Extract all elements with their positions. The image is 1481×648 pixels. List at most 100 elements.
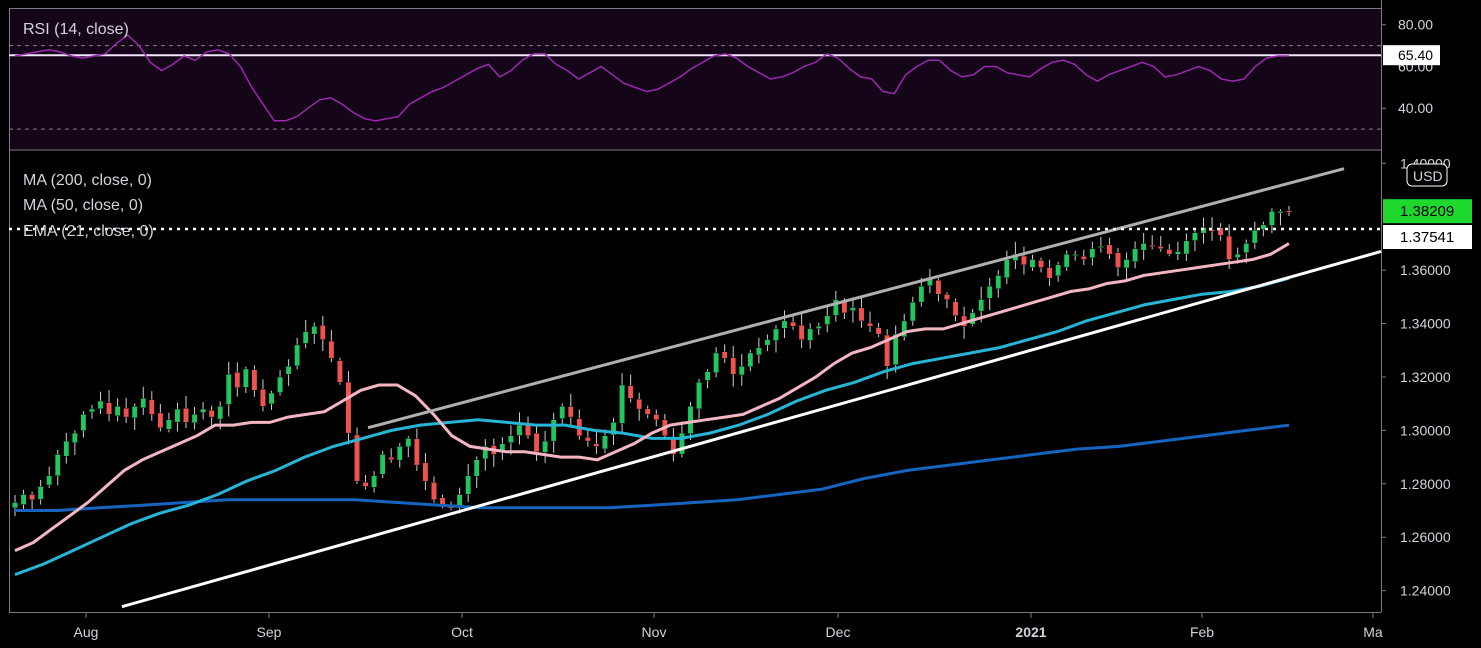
channel-lower-line[interactable] xyxy=(121,250,1382,609)
price-tick-label: 1.24000 xyxy=(1400,583,1451,599)
candle-body xyxy=(46,475,53,486)
candle-body xyxy=(260,389,266,407)
candle-body xyxy=(790,321,796,327)
candle-body xyxy=(841,301,848,314)
candle-body xyxy=(542,440,548,453)
level-price-badge xyxy=(1383,225,1472,250)
candle-body xyxy=(653,414,660,420)
candle-body xyxy=(37,486,44,500)
candle-body xyxy=(1038,260,1044,268)
candle-body xyxy=(1286,210,1292,213)
ema21-line xyxy=(14,242,1290,552)
candle-body xyxy=(1183,240,1190,255)
candle-body xyxy=(277,376,283,393)
candle-body xyxy=(978,299,985,312)
candle-body xyxy=(995,275,1002,289)
candle-body xyxy=(721,351,728,359)
candle-body xyxy=(1106,244,1113,255)
candle-body xyxy=(1217,227,1224,236)
currency-button[interactable] xyxy=(1406,163,1448,187)
candle-body xyxy=(815,326,822,329)
price-axis: 1.400001.360001.340001.320001.300001.280… xyxy=(1381,155,1451,599)
candle-body xyxy=(644,408,651,415)
candle-body xyxy=(935,280,942,295)
candle-body xyxy=(1149,244,1156,247)
rsi-tick-label: 40.00 xyxy=(1398,100,1433,116)
candle-body xyxy=(747,352,754,367)
candle-body xyxy=(1226,235,1232,260)
candle-body xyxy=(781,320,788,329)
candle-body xyxy=(1260,224,1267,230)
candle-body xyxy=(636,398,643,410)
candle-body xyxy=(54,454,61,477)
candle-body xyxy=(918,285,925,303)
candle-body xyxy=(696,382,702,410)
candle-body xyxy=(243,368,249,388)
legend-ema21: EMA (21, close, 0) xyxy=(23,223,154,240)
candle-body xyxy=(1098,245,1104,248)
candle-body xyxy=(200,408,206,413)
candle-body xyxy=(713,352,719,374)
candle-body xyxy=(362,482,369,487)
candle-body xyxy=(858,307,865,322)
price-tick-label: 1.28000 xyxy=(1400,476,1451,492)
candle-body xyxy=(1021,255,1027,266)
candle-body xyxy=(764,339,771,346)
candle-body xyxy=(379,454,386,475)
candle-body xyxy=(148,399,155,415)
time-tick-label: Oct xyxy=(451,624,473,640)
time-tick-label: Nov xyxy=(642,624,667,640)
candle-body xyxy=(1132,248,1138,262)
price-tick-label: 1.32000 xyxy=(1400,369,1451,385)
candle-body xyxy=(268,392,275,405)
candle-body xyxy=(1063,253,1070,268)
time-tick-label: Sep xyxy=(257,624,282,640)
last-price-badge xyxy=(1383,199,1472,224)
candle-body xyxy=(337,360,343,383)
candle-body xyxy=(567,406,574,418)
candle-body xyxy=(832,299,839,316)
candle-body xyxy=(1234,253,1241,258)
candle-body xyxy=(1157,246,1164,250)
candle-body xyxy=(1174,251,1181,255)
price-tick-label: 1.30000 xyxy=(1400,422,1451,438)
candle-body xyxy=(1115,252,1121,268)
candle-body xyxy=(431,482,437,501)
ma200-line xyxy=(15,423,1290,512)
candle-body xyxy=(1277,211,1284,214)
candle-body xyxy=(533,433,540,452)
candle-body xyxy=(516,424,523,436)
candle-body xyxy=(63,440,70,457)
candle-body xyxy=(1003,259,1010,279)
candle-body xyxy=(756,347,762,356)
price-tick-label: 1.34000 xyxy=(1400,316,1451,332)
candle-body xyxy=(1251,229,1258,244)
rsi-value-label: 65.40 xyxy=(1398,47,1433,63)
candle-body xyxy=(208,410,215,418)
candle-body xyxy=(20,494,27,505)
candle-body xyxy=(602,435,608,450)
candle-body xyxy=(251,369,258,391)
price-tick-label: 1.26000 xyxy=(1400,529,1451,545)
candle-body xyxy=(311,326,318,335)
candle-body xyxy=(191,414,198,423)
candle-body xyxy=(319,324,326,340)
candle-body xyxy=(465,475,472,495)
candle-body xyxy=(131,406,138,419)
candle-body xyxy=(302,331,309,344)
time-tick-label: 2021 xyxy=(1015,624,1046,640)
candle-body xyxy=(106,402,112,415)
candle-body xyxy=(1029,259,1036,268)
rsi-label: RSI (14, close) xyxy=(23,21,129,38)
candle-body xyxy=(867,322,873,327)
candle-body xyxy=(225,374,232,405)
candle-body xyxy=(1200,227,1207,234)
candle-body xyxy=(824,315,831,325)
candle-body xyxy=(1192,232,1198,241)
channel-upper-line[interactable] xyxy=(367,167,1345,430)
candle-body xyxy=(687,406,694,434)
time-tick-label: Aug xyxy=(74,624,99,640)
last-price-label: 1.38209 xyxy=(1400,203,1454,220)
currency-button-label: USD xyxy=(1413,168,1443,184)
